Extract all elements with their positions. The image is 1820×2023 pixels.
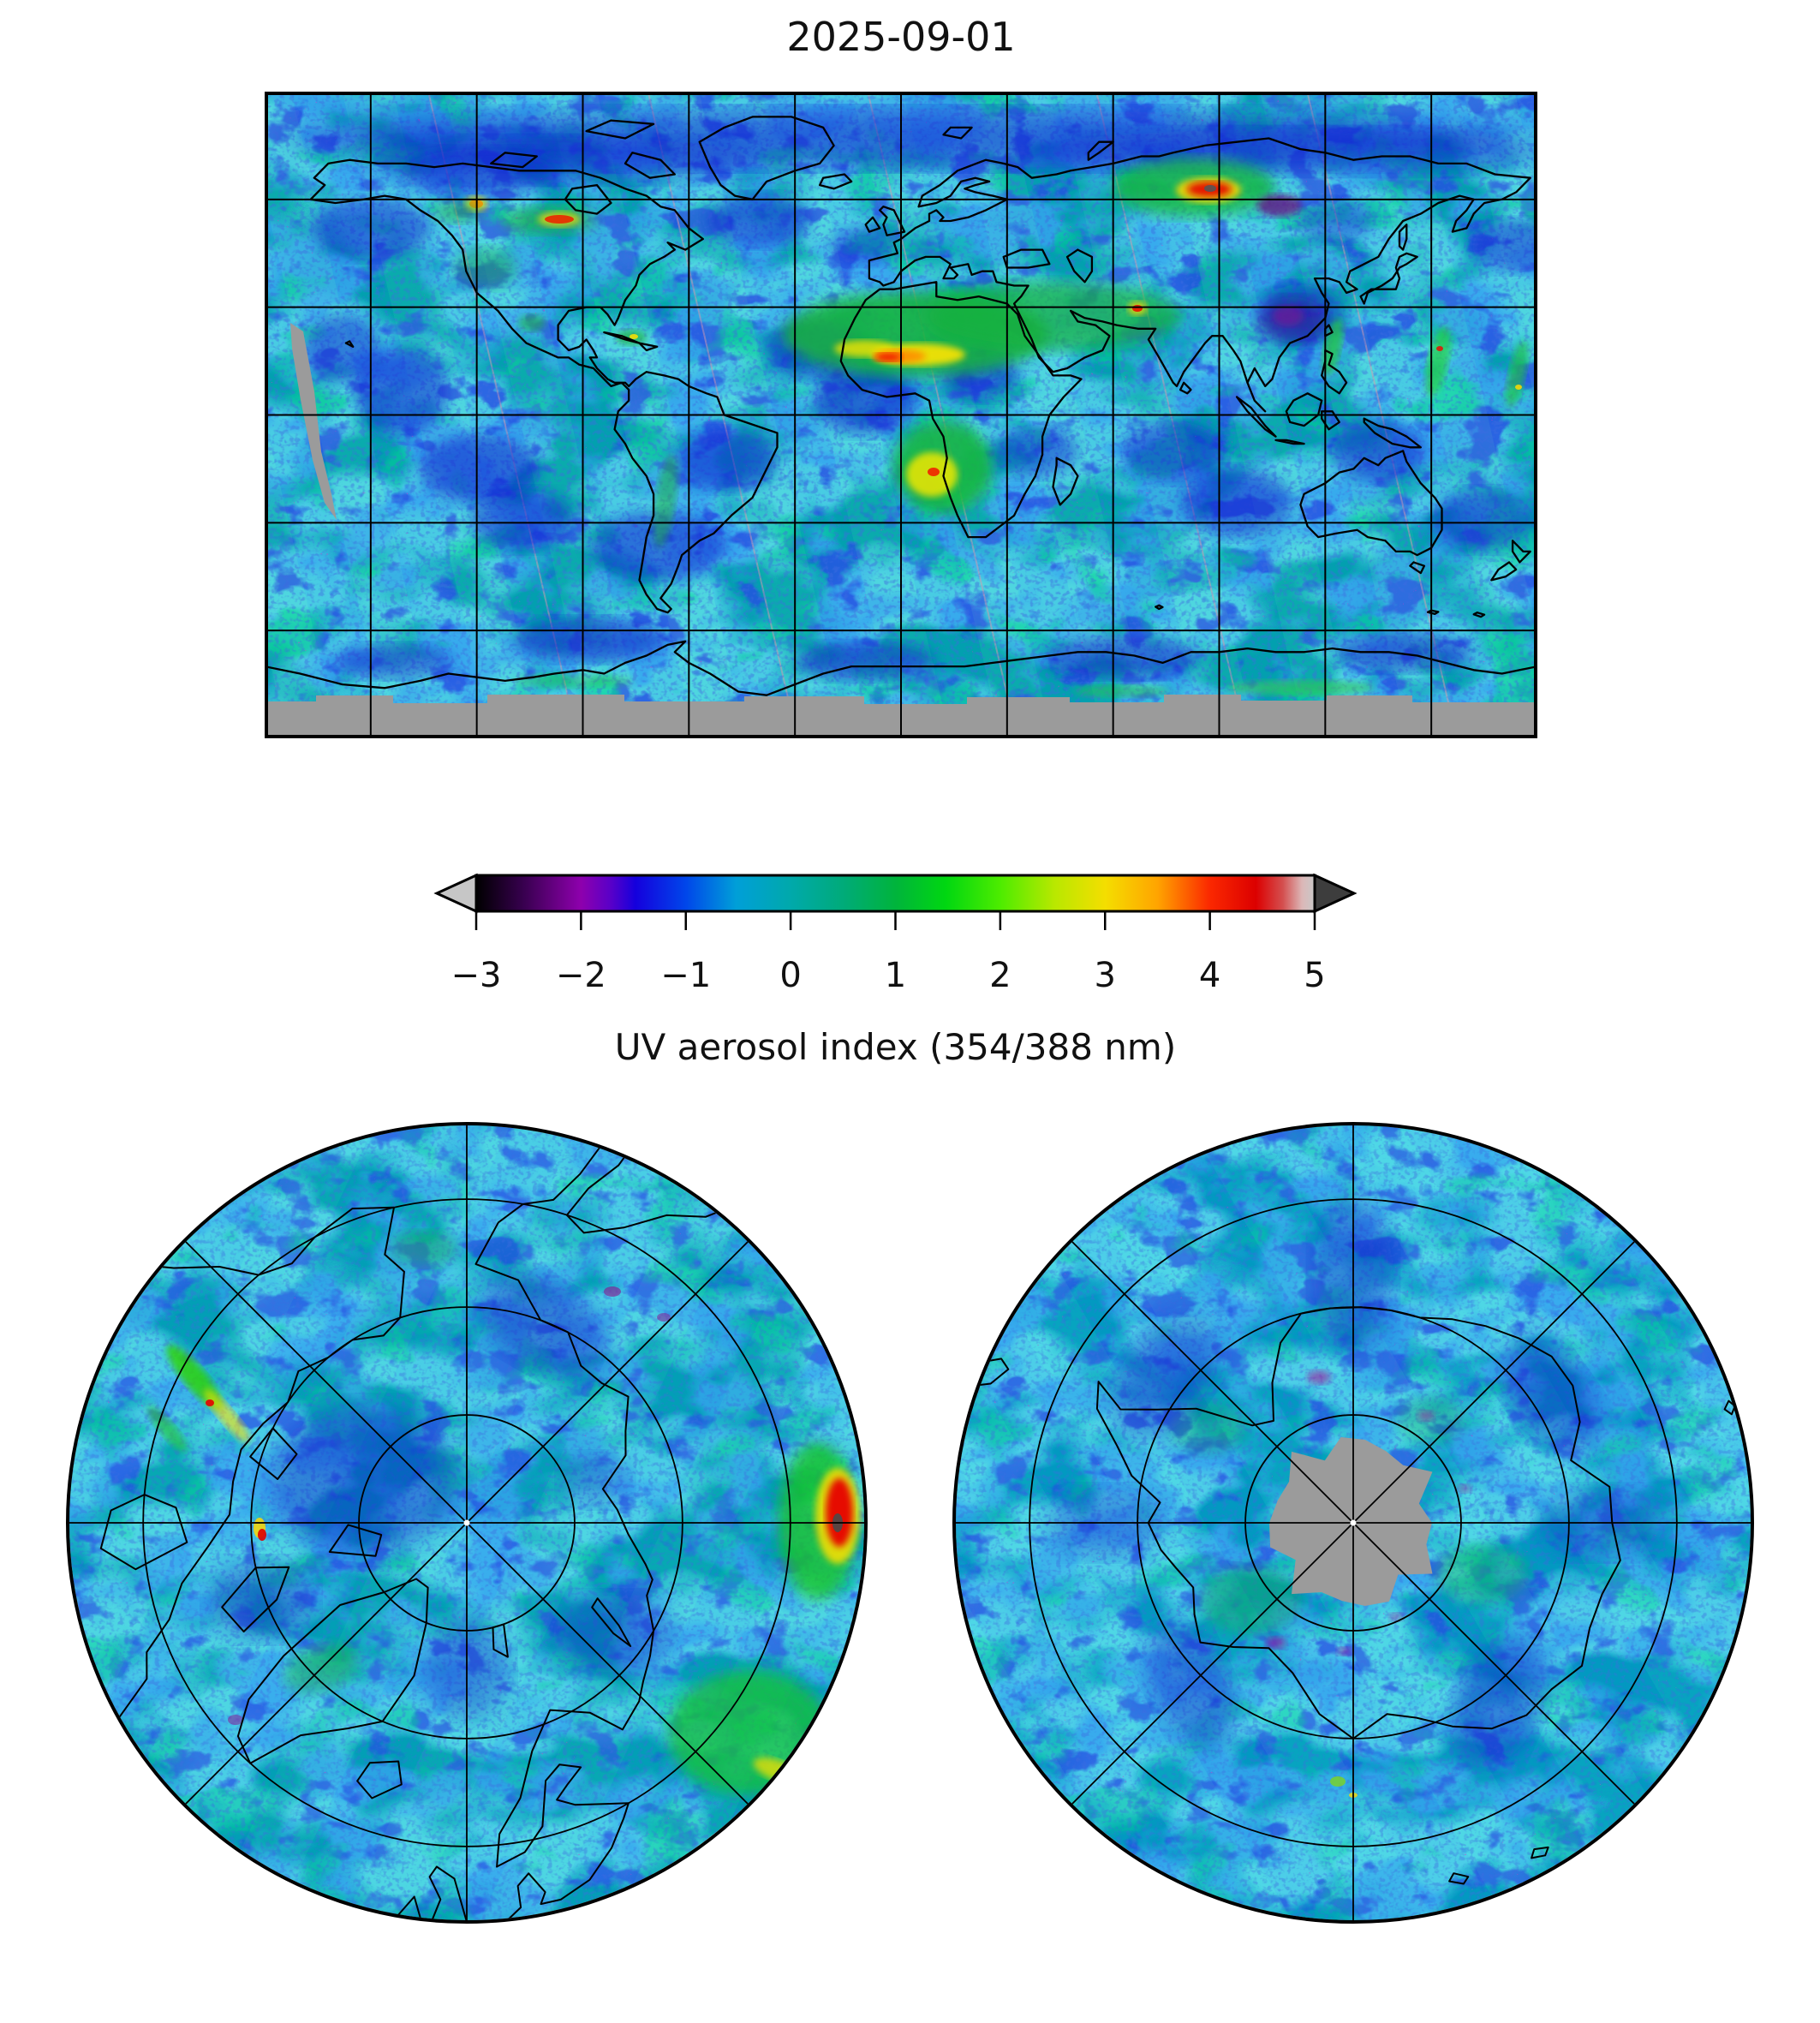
colorbar-tick-label: 5 [1304,956,1326,995]
north-panel-border [66,1122,868,1924]
figure-title: 2025-09-01 [786,14,1016,60]
colorbar-axis-label: UV aerosol index (354/388 nm) [614,1026,1177,1068]
colorbar-gradient-bar [474,874,1316,913]
north-data-features [147,1232,860,1794]
north-pole-dot [463,1519,470,1526]
colorbar-tick-label: 2 [989,956,1011,995]
colorbar-tick-label: −3 [451,956,502,995]
colorbar-over-arrow [1313,873,1358,914]
colorbar-tick-marks [474,911,1316,930]
south-polar-panel [952,1122,1754,1924]
colorbar-tick-label: 4 [1198,956,1221,995]
south-pole-dot [1350,1519,1357,1526]
south-panel-border [952,1122,1754,1924]
colorbar-tick-label: 3 [1094,956,1116,995]
world-coastlines [265,116,1537,696]
world-map-border [265,92,1537,738]
colorbar-tick-label: −1 [660,956,712,995]
colorbar-tick-label: 1 [884,956,907,995]
world-graticule [265,92,1537,738]
world-map-panel [265,92,1537,738]
colorbar [433,873,1358,930]
north-polar-panel [66,1122,868,1924]
south-data-features [1045,1197,1662,1798]
colorbar-tick-label: −2 [555,956,606,995]
colorbar-tick-label: 0 [779,956,802,995]
colorbar-under-arrow [433,873,478,914]
world-data-features [284,110,1537,697]
